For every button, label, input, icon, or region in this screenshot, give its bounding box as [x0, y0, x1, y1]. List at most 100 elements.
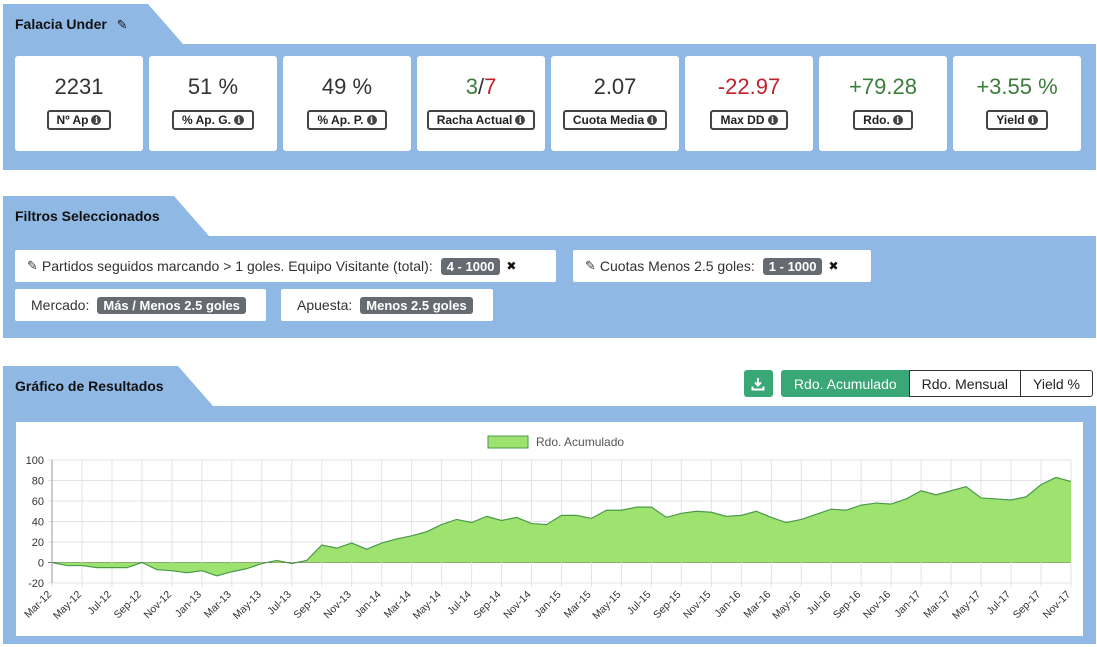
info-icon: i	[892, 115, 903, 125]
info-icon: i	[647, 115, 658, 125]
rdo-mensual-button[interactable]: Rdo. Mensual	[908, 370, 1022, 397]
x-tick-label: Nov-16	[861, 589, 894, 622]
filter-text: Cuotas Menos 2.5 goles:	[599, 258, 755, 274]
info-icon: i	[91, 115, 102, 125]
edit-title-icon[interactable]: ✎	[116, 17, 128, 32]
stat-value: 3/7	[466, 74, 497, 102]
stat-label-button[interactable]: Racha Actual i	[426, 110, 536, 130]
chart-tab-header: Gráfico de Resultados	[3, 366, 213, 406]
info-icon: i	[515, 115, 526, 125]
stat-value: -22.97	[717, 74, 781, 99]
x-tick-label: Sep-14	[471, 589, 504, 622]
x-tick-label: Jan-13	[173, 589, 204, 620]
stat-card-n-ap: 2231 Nº Ap i	[15, 56, 143, 151]
chart-container: -20 0 20 40 60 80 100 Mar-12 May-12 Jul-12 Sep-12 N…	[16, 422, 1083, 636]
stat-label-button[interactable]: % Ap. P. i	[307, 110, 387, 130]
chart-title: Gráfico de Resultados	[15, 378, 164, 394]
x-tick-label: May-17	[950, 589, 983, 622]
filters-section: Filtros Seleccionados ✎ Partidos seguido…	[3, 196, 1096, 338]
download-icon	[751, 377, 765, 390]
stat-card-ap-g: 51 % % Ap. G. i	[149, 56, 277, 151]
y-tick-label: 0	[38, 558, 44, 570]
streak-losses: 7	[484, 74, 497, 99]
x-tick-label: Sep-16	[831, 589, 864, 622]
filter-text: Partidos seguidos marcando > 1 goles. Eq…	[41, 258, 433, 274]
stat-value: 49 %	[321, 74, 373, 99]
x-tick-label: Mar-17	[921, 589, 953, 621]
stat-label-text: Cuota Media	[572, 113, 645, 127]
stat-label-button[interactable]: Yield i	[986, 110, 1048, 130]
area-fill	[52, 477, 1071, 576]
filter-chip-mercado: Mercado: Más / Menos 2.5 goles	[15, 289, 266, 321]
filter-value-badge: 1 - 1000	[762, 257, 823, 275]
stat-value: 51 %	[187, 74, 239, 99]
stat-label-text: Max DD	[720, 113, 765, 127]
y-tick-label: 100	[26, 455, 44, 467]
x-tick-label: Mar-12	[22, 589, 54, 621]
x-tick-label: Mar-14	[382, 589, 414, 621]
remove-filter-icon[interactable]: ✖	[506, 259, 517, 273]
filters-tab-header: Filtros Seleccionados	[3, 196, 209, 236]
x-tick-label: Jan-16	[712, 589, 743, 620]
x-tick-label: Sep-17	[1011, 589, 1044, 622]
x-tick-label: Nov-12	[142, 589, 175, 622]
x-tick-label: Sep-13	[291, 589, 324, 622]
stats-title: Falacia Under	[15, 16, 107, 32]
x-tick-label: May-15	[590, 589, 623, 622]
stat-label-text: Yield	[996, 113, 1025, 127]
stat-label-text: Rdo.	[863, 113, 890, 127]
y-tick-label: 80	[32, 476, 44, 488]
rdo-acumulado-button[interactable]: Rdo. Acumulado	[780, 370, 910, 397]
stat-label-button[interactable]: Nº Ap i	[46, 110, 112, 130]
x-tick-label: Jan-14	[353, 589, 384, 620]
filter-chip-apuesta: Apuesta: Menos 2.5 goles	[281, 289, 493, 321]
stat-value: +3.55 %	[976, 74, 1058, 99]
tab-background	[3, 196, 209, 236]
download-button[interactable]	[743, 370, 773, 397]
pencil-icon[interactable]: ✎	[585, 258, 596, 273]
x-tick-label: Sep-15	[651, 589, 684, 622]
x-tick-label: Jul-16	[805, 589, 834, 618]
filter-chip-cuotas[interactable]: ✎ Cuotas Menos 2.5 goles: 1 - 1000 ✖	[573, 250, 871, 282]
stat-card-ap-p: 49 % % Ap. P. i	[283, 56, 411, 151]
x-tick-label: Jul-12	[85, 589, 114, 618]
tab-background	[3, 366, 213, 406]
filter-text: Mercado:	[31, 297, 90, 313]
stat-label-text: % Ap. G.	[182, 113, 231, 127]
series-line	[51, 476, 1072, 577]
x-tick-label: Nov-14	[501, 589, 534, 622]
yield-button[interactable]: Yield %	[1020, 370, 1093, 397]
x-tick-label: Mar-13	[202, 589, 234, 621]
stat-value: 2231	[54, 74, 104, 99]
x-tick-label: Jan-17	[892, 589, 923, 620]
legend-label: Rdo. Acumulado	[536, 435, 624, 449]
legend-swatch	[487, 435, 529, 449]
info-icon: i	[366, 115, 377, 125]
stat-label-text: % Ap. P.	[317, 113, 364, 127]
stat-card-rdo: +79.28 Rdo. i	[819, 56, 947, 151]
pencil-icon[interactable]: ✎	[27, 258, 38, 273]
x-tick-label: Nov-13	[321, 589, 354, 622]
x-tick-label: Sep-12	[112, 589, 145, 622]
stat-label-button[interactable]: % Ap. G. i	[172, 110, 254, 130]
x-tick-label: May-16	[770, 589, 803, 622]
info-icon: i	[233, 115, 244, 125]
streak-wins: 3	[465, 74, 478, 99]
x-tick-label: May-12	[51, 589, 84, 622]
stat-label-button[interactable]: Rdo. i	[853, 110, 913, 130]
remove-filter-icon[interactable]: ✖	[828, 259, 839, 273]
filter-chip-partidos[interactable]: ✎ Partidos seguidos marcando > 1 goles. …	[15, 250, 556, 282]
stat-label-button[interactable]: Cuota Media i	[562, 110, 668, 130]
filter-value-badge: Más / Menos 2.5 goles	[97, 296, 246, 314]
y-tick-label: -20	[28, 578, 44, 590]
stat-label-button[interactable]: Max DD i	[710, 110, 788, 130]
x-tick-label: Jul-14	[445, 589, 474, 618]
chart-mode-buttons: Rdo. Acumulado Rdo. Mensual Yield %	[743, 370, 1093, 397]
stat-card-yield: +3.55 % Yield i	[953, 56, 1081, 151]
y-tick-label: 60	[32, 496, 44, 508]
x-tick-label: Jul-15	[625, 589, 654, 618]
streak-separator: /	[477, 74, 485, 99]
filter-value-badge: Menos 2.5 goles	[360, 296, 473, 314]
filters-panel: ✎ Partidos seguidos marcando > 1 goles. …	[3, 236, 1096, 338]
filter-text: Apuesta:	[297, 297, 353, 313]
